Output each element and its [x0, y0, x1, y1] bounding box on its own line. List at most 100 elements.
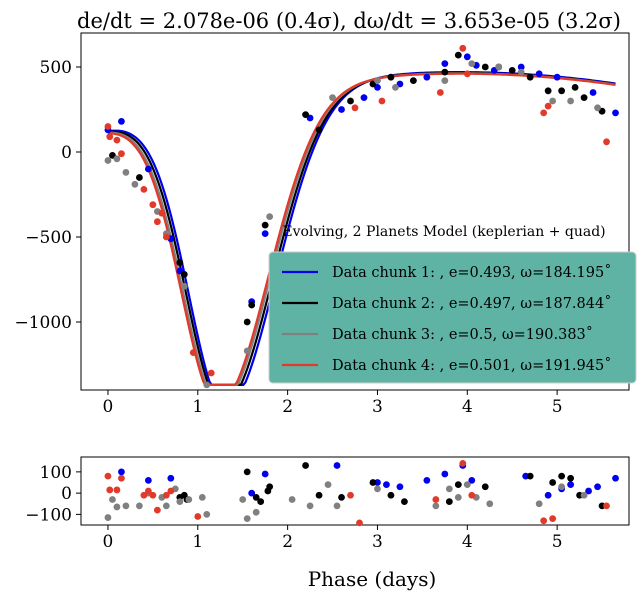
- data-point-chunk-1: [535, 70, 543, 78]
- data-point-chunk-2: [409, 77, 417, 84]
- data-point-chunk-4: [378, 97, 386, 105]
- data-point-chunk-1: [360, 94, 368, 101]
- residual-point-chunk-3: [176, 498, 184, 506]
- data-point-chunk-3: [180, 282, 188, 290]
- data-point-chunk-2: [347, 97, 354, 105]
- residual-point-chunk-1: [261, 470, 269, 478]
- x-tick-label: 5: [552, 397, 563, 417]
- residual-point-chunk-2: [401, 498, 408, 506]
- data-point-chunk-2: [180, 271, 188, 278]
- residual-point-chunk-2: [252, 493, 260, 501]
- residual-point-chunk-3: [185, 496, 193, 503]
- data-point-chunk-3: [549, 97, 557, 105]
- residual-point-chunk-4: [356, 519, 363, 527]
- residual-point-chunk-3: [203, 510, 211, 518]
- top-plot-frame: [80, 32, 630, 391]
- data-point-chunk-4: [118, 150, 125, 158]
- data-point-chunk-4: [351, 104, 359, 112]
- data-point-chunk-1: [441, 60, 449, 67]
- x-axis-label: Phase (days): [308, 567, 437, 591]
- residual-point-chunk-1: [423, 476, 431, 484]
- data-point-chunk-2: [135, 174, 143, 181]
- data-point-chunk-1: [118, 118, 125, 125]
- residual-point-chunk-1: [167, 474, 175, 482]
- y-tick-label: −100: [25, 505, 72, 525]
- data-point-chunk-3: [441, 77, 449, 84]
- y-tick-label: 0: [61, 143, 72, 163]
- y-tick-label: −500: [25, 228, 72, 248]
- data-point-chunk-2: [508, 67, 516, 74]
- data-point-chunk-2: [315, 126, 323, 134]
- residual-point-chunk-1: [333, 462, 341, 469]
- residual-point-chunk-3: [109, 496, 116, 503]
- residual-point-chunk-1: [383, 481, 390, 489]
- data-point-chunk-2: [248, 301, 256, 309]
- residual-point-chunk-3: [252, 508, 260, 516]
- data-point-chunk-4: [153, 218, 161, 226]
- data-point-chunk-4: [463, 70, 471, 78]
- data-point-chunk-3: [495, 63, 503, 71]
- residual-point-chunk-3: [198, 493, 206, 501]
- data-point-chunk-4: [106, 133, 114, 141]
- residual-point-chunk-1: [544, 491, 552, 499]
- residual-point-chunk-3: [445, 485, 453, 493]
- data-point-chunk-3: [113, 155, 121, 163]
- data-point-chunk-1: [261, 230, 269, 238]
- residual-point-chunk-3: [454, 493, 462, 501]
- residual-point-chunk-1: [594, 483, 601, 491]
- residual-point-chunk-1: [144, 476, 152, 484]
- residual-point-chunk-4: [144, 487, 152, 495]
- residual-point-chunk-1: [567, 481, 575, 489]
- bottom-plot-frame: [80, 456, 630, 526]
- residual-point-chunk-4: [118, 474, 125, 482]
- residual-point-chunk-4: [603, 502, 610, 510]
- residual-point-chunk-3: [333, 502, 341, 510]
- residual-point-chunk-3: [162, 502, 170, 510]
- data-point-chunk-4: [189, 349, 197, 356]
- residual-point-chunk-1: [396, 483, 404, 491]
- top-panel: 0 1 2 3 4 5 500 0 −500 −1000 Evolving, 2 Planets…: [14, 32, 637, 417]
- data-point-chunk-2: [243, 318, 251, 326]
- residual-point-chunk-2: [481, 483, 489, 491]
- data-point-chunk-3: [266, 213, 274, 221]
- data-point-chunk-3: [104, 157, 112, 164]
- top-x-axis: 0 1 2 3 4 5: [103, 390, 563, 417]
- residual-point-chunk-3: [535, 500, 543, 508]
- data-points: [104, 44, 619, 389]
- residual-point-chunk-2: [257, 498, 265, 506]
- bottom-x-axis: 0 1 2 3 4 5: [103, 525, 563, 552]
- data-point-chunk-3: [243, 347, 251, 355]
- residual-point-chunk-2: [454, 481, 462, 489]
- residual-points: [104, 459, 619, 527]
- residual-point-chunk-3: [306, 502, 314, 510]
- residual-point-chunk-3: [239, 496, 247, 503]
- data-point-chunk-2: [387, 73, 395, 81]
- residual-point-chunk-2: [558, 472, 566, 480]
- data-point-chunk-2: [441, 68, 449, 76]
- data-point-chunk-4: [158, 209, 166, 217]
- data-point-chunk-4: [459, 44, 467, 52]
- data-point-chunk-3: [374, 77, 381, 84]
- residual-point-chunk-3: [288, 496, 296, 503]
- data-point-chunk-2: [558, 87, 566, 95]
- x-tick-label: 3: [372, 397, 383, 417]
- data-point-chunk-3: [517, 68, 525, 76]
- residual-point-chunk-4: [140, 491, 148, 499]
- residual-point-chunk-2: [567, 474, 575, 482]
- data-point-chunk-1: [553, 73, 561, 81]
- data-point-chunk-4: [603, 138, 610, 146]
- residual-point-chunk-4: [468, 491, 476, 499]
- residual-point-chunk-3: [463, 481, 471, 489]
- data-point-chunk-1: [338, 106, 345, 113]
- chart-title: de/dt = 2.078e-06 (0.4σ), dω/dt = 3.653e…: [77, 9, 621, 33]
- residual-point-chunk-2: [264, 487, 272, 495]
- data-point-chunk-1: [612, 109, 619, 117]
- residual-point-chunk-3: [432, 502, 440, 510]
- data-point-chunk-2: [571, 84, 579, 91]
- x-tick-label: 1: [192, 397, 203, 417]
- residual-point-chunk-3: [486, 500, 494, 508]
- residual-point-chunk-1: [248, 489, 256, 497]
- data-point-chunk-3: [122, 169, 130, 176]
- data-point-chunk-2: [580, 94, 588, 101]
